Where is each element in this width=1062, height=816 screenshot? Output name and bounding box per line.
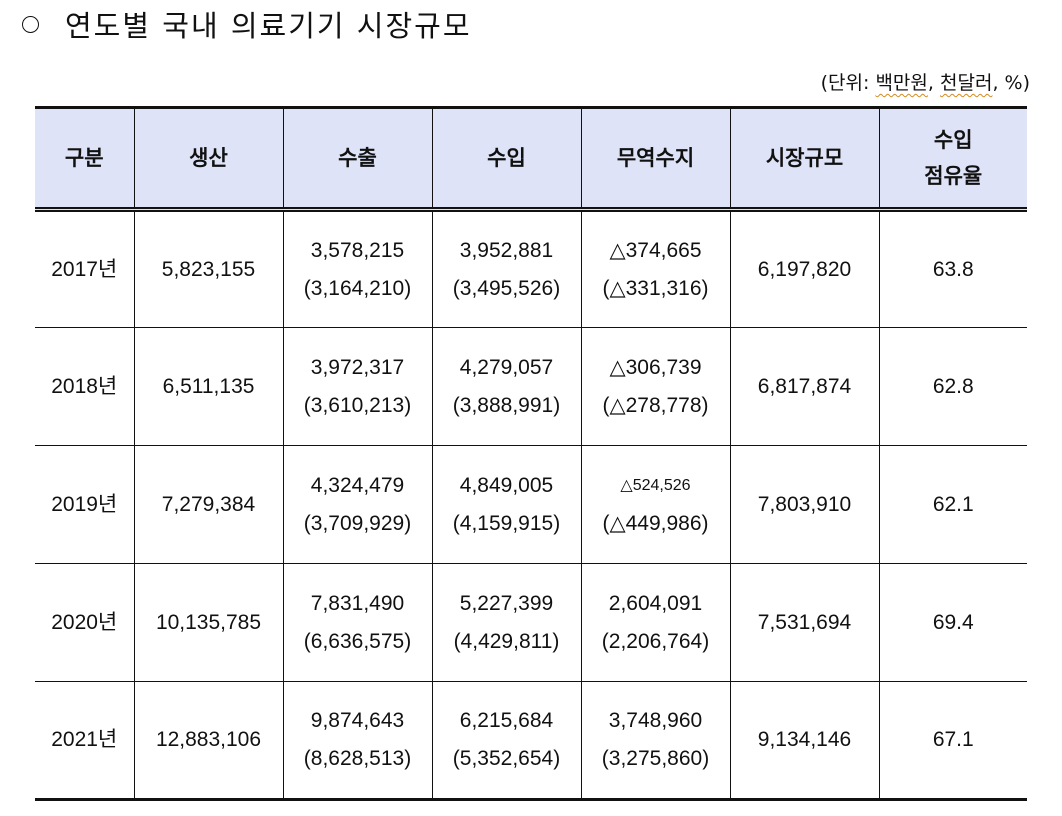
cell-import-share: 67.1: [878, 681, 1027, 801]
cell-market-size: 6,197,820: [729, 209, 880, 328]
cell-export: 9,874,643 (8,628,513): [282, 681, 433, 801]
cell-year: 2018년: [35, 327, 135, 446]
header-export: 수출: [282, 106, 433, 212]
header-import-share: 수입 점유율: [878, 106, 1027, 212]
cell-year: 2017년: [35, 209, 135, 328]
unit-note: (단위: 백만원, 천달러, %): [821, 68, 1030, 95]
table-row: 2018년 6,511,135 3,972,317 (3,610,213) 4,2…: [35, 327, 1027, 446]
cell-trade-balance: △524,526 (△449,986): [580, 445, 731, 564]
cell-market-size: 7,531,694: [729, 563, 880, 682]
unit-note-sep: ,: [927, 72, 940, 94]
cell-import-share: 62.1: [878, 445, 1027, 564]
unit-note-suffix: , %): [992, 72, 1030, 94]
cell-import: 4,849,005 (4,159,915): [431, 445, 582, 564]
cell-production: 7,279,384: [133, 445, 284, 564]
cell-import: 4,279,057 (3,888,991): [431, 327, 582, 446]
cell-import-share: 62.8: [878, 327, 1027, 446]
cell-import: 5,227,399 (4,429,811): [431, 563, 582, 682]
unit-krw: 백만원: [875, 72, 928, 94]
circle-bullet-icon: [22, 15, 39, 33]
section-title: 연도별 국내 의료기기 시장규모: [20, 2, 472, 46]
cell-trade-balance: △306,739 (△278,778): [580, 327, 731, 446]
cell-export: 3,972,317 (3,610,213): [282, 327, 433, 446]
header-trade-balance: 무역수지: [580, 106, 731, 212]
cell-trade-balance: 2,604,091 (2,206,764): [580, 563, 731, 682]
cell-trade-balance: 3,748,960 (3,275,860): [580, 681, 731, 801]
cell-trade-balance: △374,665 (△331,316): [580, 209, 731, 328]
section-title-text: 연도별 국내 의료기기 시장규모: [65, 9, 472, 43]
cell-import: 3,952,881 (3,495,526): [431, 209, 582, 328]
cell-year: 2020년: [35, 563, 135, 682]
cell-market-size: 7,803,910: [729, 445, 880, 564]
header-market-size: 시장규모: [729, 106, 880, 212]
header-production: 생산: [133, 106, 284, 212]
table-row: 2017년 5,823,155 3,578,215 (3,164,210) 3,9…: [35, 209, 1027, 328]
cell-market-size: 6,817,874: [729, 327, 880, 446]
header-category: 구분: [35, 106, 135, 212]
cell-export: 3,578,215 (3,164,210): [282, 209, 433, 328]
table-row: 2020년 10,135,785 7,831,490 (6,636,575) 5,…: [35, 563, 1027, 682]
cell-export: 4,324,479 (3,709,929): [282, 445, 433, 564]
cell-market-size: 9,134,146: [729, 681, 880, 801]
cell-production: 10,135,785: [133, 563, 284, 682]
cell-production: 6,511,135: [133, 327, 284, 446]
cell-import: 6,215,684 (5,352,654): [431, 681, 582, 801]
header-import: 수입: [431, 106, 582, 212]
cell-year: 2021년: [35, 681, 135, 801]
unit-usd: 천달러: [940, 72, 993, 94]
market-size-table: 구분 생산 수출 수입 무역수지 시장규모 수입 점유율 2017년 5,823,…: [35, 106, 1027, 801]
table-row: 2019년 7,279,384 4,324,479 (3,709,929) 4,8…: [35, 445, 1027, 564]
cell-import-share: 69.4: [878, 563, 1027, 682]
table-row: 2021년 12,883,106 9,874,643 (8,628,513) 6,…: [35, 681, 1027, 801]
header-row: 구분 생산 수출 수입 무역수지 시장규모 수입 점유율: [35, 106, 1027, 212]
cell-production: 5,823,155: [133, 209, 284, 328]
cell-year: 2019년: [35, 445, 135, 564]
unit-note-prefix: (단위:: [820, 72, 876, 94]
cell-export: 7,831,490 (6,636,575): [282, 563, 433, 682]
cell-production: 12,883,106: [133, 681, 284, 801]
cell-import-share: 63.8: [878, 209, 1027, 328]
